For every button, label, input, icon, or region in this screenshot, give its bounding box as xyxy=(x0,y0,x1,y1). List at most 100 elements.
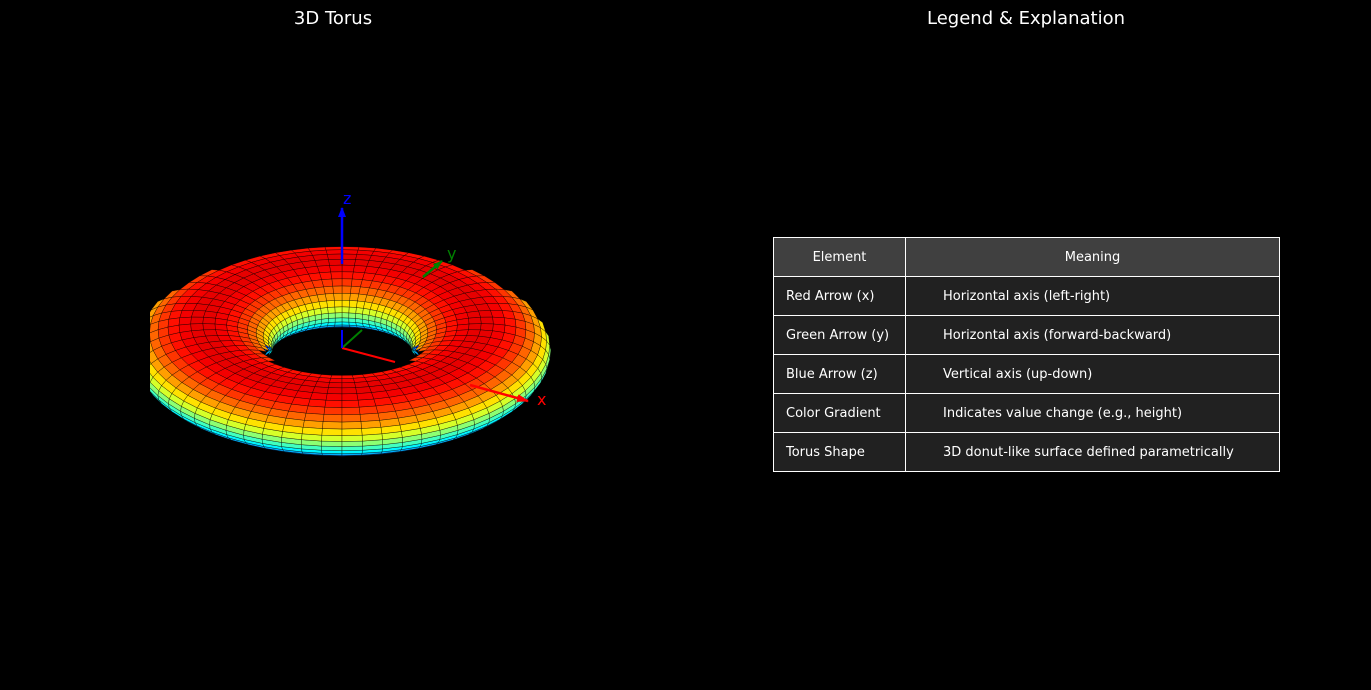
torus-face xyxy=(325,393,343,401)
legend-panel-title: Legend & Explanation xyxy=(927,8,1125,29)
torus-face xyxy=(341,293,351,301)
torus-face xyxy=(468,317,482,325)
element-cell: Green Arrow (y) xyxy=(773,315,906,355)
torus-face xyxy=(325,249,343,255)
torus-face xyxy=(334,312,343,319)
torus-face xyxy=(359,413,380,422)
torus-face xyxy=(348,312,356,319)
torus-surface xyxy=(150,246,551,457)
torus-face xyxy=(191,310,206,318)
torus-face xyxy=(341,387,358,395)
torus-face xyxy=(348,306,357,314)
torus-face xyxy=(341,312,350,319)
torus-face xyxy=(326,387,343,395)
torus-face xyxy=(307,398,327,408)
torus-face xyxy=(349,300,358,308)
torus-face xyxy=(341,259,356,266)
torus-face xyxy=(349,293,360,302)
element-cell: Color Gradient xyxy=(773,393,906,433)
torus-face xyxy=(480,316,494,325)
torus-face xyxy=(354,259,370,267)
torus-face xyxy=(190,316,204,325)
torus-face xyxy=(323,407,343,415)
header-meaning: Meaning xyxy=(905,237,1280,277)
torus-face xyxy=(454,329,469,336)
table-row: Red Arrow (x) Horizontal axis (left-righ… xyxy=(773,276,1280,316)
torus-face xyxy=(341,407,361,415)
meaning-cell: Vertical axis (up-down) xyxy=(905,354,1280,394)
torus-face xyxy=(327,306,336,314)
torus-face xyxy=(329,264,343,273)
torus-face xyxy=(330,375,343,379)
legend-header-row: Element Meaning xyxy=(773,237,1280,277)
torus-face xyxy=(361,427,383,436)
y-axis-arrow xyxy=(422,260,443,278)
torus-face xyxy=(324,293,335,302)
x-axis-label: x xyxy=(537,390,546,409)
torus-face xyxy=(331,278,343,287)
element-cell: Red Arrow (x) xyxy=(773,276,906,316)
y-axis-arrow-inner xyxy=(341,329,363,349)
torus-face xyxy=(341,278,353,287)
torus-face xyxy=(357,398,377,408)
table-row: Color Gradient Indicates value change (e… xyxy=(773,393,1280,433)
torus-face xyxy=(341,317,350,323)
torus-face xyxy=(328,312,336,319)
torus-panel-title: 3D Torus xyxy=(293,8,373,29)
torus-face xyxy=(326,300,335,308)
torus-face xyxy=(355,313,363,320)
torus-face xyxy=(341,271,354,280)
torus-face xyxy=(190,323,204,331)
torus-face xyxy=(305,405,326,415)
torus-face xyxy=(355,386,372,394)
torus-face xyxy=(324,400,343,408)
torus-face xyxy=(492,316,506,326)
torus-face xyxy=(202,317,216,325)
torus-face xyxy=(178,316,192,326)
x-axis-arrow xyxy=(469,383,529,403)
torus-face xyxy=(341,249,359,255)
torus-face xyxy=(341,400,360,408)
torus-face xyxy=(214,323,228,331)
x-axis-arrow-inner xyxy=(341,347,396,363)
torus-face xyxy=(312,386,329,394)
torus-face xyxy=(456,323,470,331)
torus-face xyxy=(341,253,358,260)
torus-face xyxy=(202,323,216,331)
meaning-cell: 3D donut-like surface defined parametric… xyxy=(905,432,1280,472)
torus-face xyxy=(478,310,493,318)
torus-face xyxy=(480,323,494,331)
meaning-cell: Indicates value change (e.g., height) xyxy=(905,393,1280,433)
torus-face xyxy=(334,300,343,308)
torus-face xyxy=(330,271,343,280)
header-element: Element xyxy=(773,237,906,277)
torus-face xyxy=(466,310,481,319)
element-cell: Torus Shape xyxy=(773,432,906,472)
torus-face xyxy=(314,259,330,267)
torus-face xyxy=(341,421,362,430)
table-row: Blue Arrow (z) Vertical axis (up-down) xyxy=(773,354,1280,394)
torus-face xyxy=(322,414,343,423)
torus-face xyxy=(320,307,329,315)
torus-face xyxy=(328,317,336,323)
torus-face xyxy=(341,375,354,379)
table-row: Torus Shape 3D donut-like surface define… xyxy=(773,432,1280,472)
torus-face xyxy=(321,428,343,436)
torus-face xyxy=(341,378,355,383)
torus-face xyxy=(341,445,363,451)
torus-face xyxy=(348,317,356,323)
torus-face xyxy=(341,414,362,423)
meaning-cell: Horizontal axis (forward-backward) xyxy=(905,315,1280,355)
torus-plot: z y x xyxy=(150,189,551,457)
torus-face xyxy=(203,329,218,337)
torus-face xyxy=(326,253,343,260)
torus-face xyxy=(333,293,343,301)
torus-face xyxy=(321,435,343,442)
torus-face xyxy=(321,313,329,320)
torus-face xyxy=(321,440,343,447)
torus-face xyxy=(322,421,343,430)
meaning-cell: Horizontal axis (left-right) xyxy=(905,276,1280,316)
element-cell: Blue Arrow (z) xyxy=(773,354,906,394)
torus-face xyxy=(309,392,328,401)
torus-face xyxy=(468,323,482,331)
